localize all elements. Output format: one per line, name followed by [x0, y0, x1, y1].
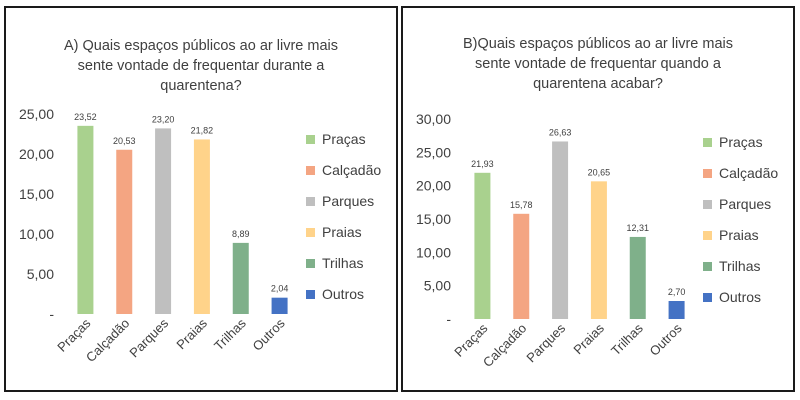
data-label: 21,82 [191, 125, 214, 135]
legend-swatch [306, 290, 315, 299]
bar-5 [629, 236, 646, 319]
chart-panel-a: A) Quais espaços públicos ao ar livre ma… [4, 6, 398, 392]
legend-swatch [306, 259, 315, 268]
bar-6 [271, 297, 288, 314]
data-label: 20,65 [588, 167, 611, 177]
chart-title-line: B)Quais espaços públicos ao ar livre mai… [463, 36, 733, 52]
data-label: 12,31 [626, 223, 649, 233]
y-tick-label: - [49, 306, 54, 322]
legend-label: Parques [322, 193, 375, 209]
y-tick-label: 15,00 [416, 211, 451, 227]
chart-panel-b: B)Quais espaços públicos ao ar livre mai… [401, 6, 795, 392]
data-label: 8,89 [232, 229, 250, 239]
legend-label: Praças [719, 134, 763, 150]
bar-2 [116, 149, 133, 314]
x-tick-label: Praias [570, 320, 607, 357]
legend-label: Calçadão [322, 162, 382, 178]
y-tick-label: 30,00 [416, 111, 451, 127]
legend-swatch [306, 197, 315, 206]
chart-title-line: quarentena? [160, 78, 242, 94]
legend-label: Outros [719, 289, 762, 305]
data-label: 2,04 [271, 284, 289, 294]
y-tick-label: 15,00 [19, 186, 54, 202]
legend-label: Praias [322, 224, 362, 240]
bar-3 [552, 141, 569, 319]
bar-1 [474, 172, 491, 319]
x-tick-label: Trilhas [608, 320, 646, 358]
data-label: 23,20 [152, 114, 175, 124]
data-label: 23,52 [74, 112, 97, 122]
legend-label: Parques [719, 196, 772, 212]
legend-label: Praças [322, 131, 366, 147]
chart-title-line: sente vontade de frequentar quando a [475, 56, 721, 72]
y-tick-label: 25,00 [416, 144, 451, 160]
legend-label: Trilhas [719, 258, 761, 274]
legend-label: Praias [719, 227, 759, 243]
bar-2 [513, 213, 530, 319]
data-label: 15,78 [510, 200, 533, 210]
chart-title: B)Quais espaços públicos ao ar livre mai… [433, 34, 763, 94]
y-tick-label: 10,00 [416, 244, 451, 260]
y-tick-label: 10,00 [19, 226, 54, 242]
data-label: 21,93 [471, 159, 494, 169]
y-tick-label: - [446, 311, 451, 327]
bar-1 [77, 125, 94, 314]
legend-swatch [703, 293, 712, 302]
bar-6 [668, 301, 685, 319]
y-tick-label: 20,00 [19, 146, 54, 162]
y-tick-label: 5,00 [424, 278, 451, 294]
bar-4 [193, 139, 210, 314]
legend-label: Outros [322, 286, 365, 302]
legend-swatch [703, 169, 712, 178]
legend-swatch [703, 231, 712, 240]
data-label: 20,53 [113, 136, 136, 146]
legend-swatch [703, 138, 712, 147]
y-tick-label: 5,00 [27, 266, 54, 282]
chart-title-line: quarentena acabar? [533, 76, 663, 92]
chart-title-line: A) Quais espaços públicos ao ar livre ma… [63, 38, 338, 54]
chart-title: A) Quais espaços públicos ao ar livre ma… [36, 36, 366, 96]
legend-swatch [306, 166, 315, 175]
x-tick-label: Parques [523, 320, 568, 365]
legend-swatch [306, 228, 315, 237]
bar-5 [232, 242, 249, 314]
data-label: 26,63 [549, 127, 572, 137]
bar-4 [590, 181, 607, 319]
chart-title-line: sente vontade de frequentar durante a [77, 58, 325, 74]
legend-swatch [306, 135, 315, 144]
data-label: 2,70 [668, 287, 686, 297]
y-tick-label: 25,00 [19, 106, 54, 122]
x-tick-label: Parques [126, 315, 171, 360]
legend-label: Calçadão [719, 165, 779, 181]
x-tick-label: Trilhas [211, 315, 249, 353]
x-tick-label: Praias [173, 315, 210, 352]
bar-3 [155, 128, 172, 314]
bar-plot: -5,0010,0015,0020,0025,0030,0021,93Praça… [416, 111, 686, 370]
y-tick-label: 20,00 [416, 178, 451, 194]
legend-label: Trilhas [322, 255, 364, 271]
legend-swatch [703, 262, 712, 271]
x-tick-label: Outros [250, 315, 289, 354]
x-tick-label: Outros [647, 320, 686, 359]
legend-swatch [703, 200, 712, 209]
